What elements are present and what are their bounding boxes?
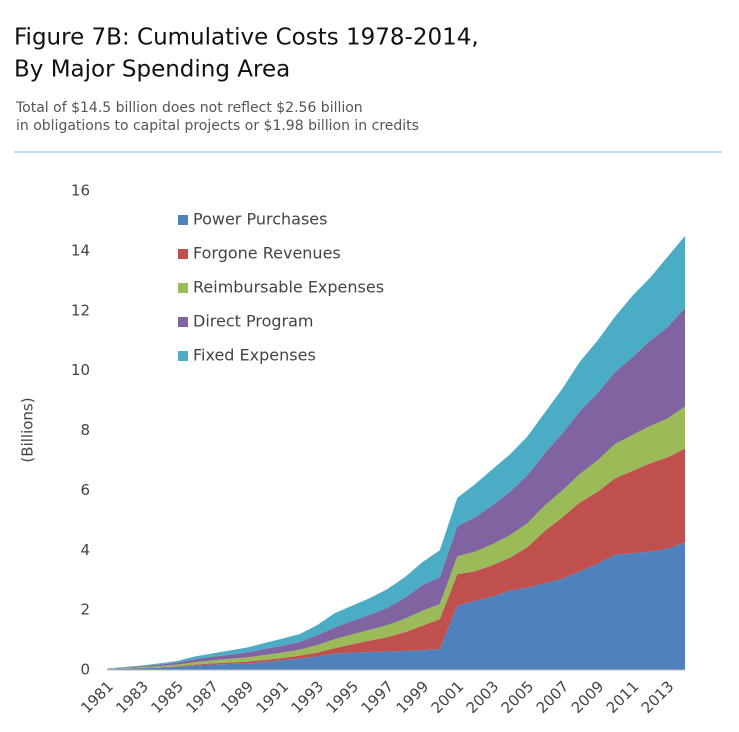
legend-swatch <box>178 351 188 361</box>
x-tick-label: 1991 <box>252 677 292 717</box>
y-tick-label: 2 <box>80 601 90 619</box>
legend-swatch <box>178 317 188 327</box>
legend-label: Direct Program <box>193 312 314 331</box>
y-axis-label: (Billions) <box>19 397 37 462</box>
y-tick-label: 0 <box>80 661 90 679</box>
y-tick-label: 10 <box>71 361 90 379</box>
legend-swatch <box>178 283 188 293</box>
chart-subtitle: in obligations to capital projects or $1… <box>16 118 419 134</box>
x-tick-label: 1987 <box>182 677 222 717</box>
x-tick-label: 2001 <box>428 677 468 717</box>
chart-title: Figure 7B: Cumulative Costs 1978-2014, <box>14 25 479 51</box>
y-tick-label: 16 <box>71 182 90 200</box>
area <box>107 542 685 670</box>
x-tick-label: 1981 <box>77 677 117 717</box>
legend-label: Reimbursable Expenses <box>193 278 384 297</box>
y-tick-label: 14 <box>71 241 90 259</box>
x-tick-label: 1995 <box>322 677 362 717</box>
area <box>107 448 685 670</box>
y-tick-label: 4 <box>80 541 90 559</box>
legend-label: Power Purchases <box>193 210 327 229</box>
chart-title: By Major Spending Area <box>14 57 290 83</box>
x-tick-label: 1985 <box>147 677 187 717</box>
legend-label: Fixed Expenses <box>193 346 316 365</box>
legend-swatch <box>178 215 188 225</box>
x-tick-label: 2003 <box>463 677 503 717</box>
y-tick-label: 12 <box>71 301 90 319</box>
x-tick-label: 2011 <box>603 677 643 717</box>
legend-label: Forgone Revenues <box>193 244 341 263</box>
legend-swatch <box>178 249 188 259</box>
x-tick-label: 1989 <box>217 677 257 717</box>
x-tick-label: 1997 <box>358 677 398 717</box>
x-tick-label: 1983 <box>112 677 152 717</box>
x-tick-label: 2009 <box>568 677 608 717</box>
chart-subtitle: Total of $14.5 billion does not reflect … <box>15 100 363 116</box>
x-tick-label: 2005 <box>498 677 538 717</box>
x-tick-label: 1993 <box>287 677 327 717</box>
y-tick-label: 6 <box>80 481 90 499</box>
x-tick-label: 2007 <box>533 677 573 717</box>
y-tick-label: 8 <box>80 421 90 439</box>
x-tick-label: 1999 <box>393 677 433 717</box>
x-tick-label: 2013 <box>638 677 678 717</box>
